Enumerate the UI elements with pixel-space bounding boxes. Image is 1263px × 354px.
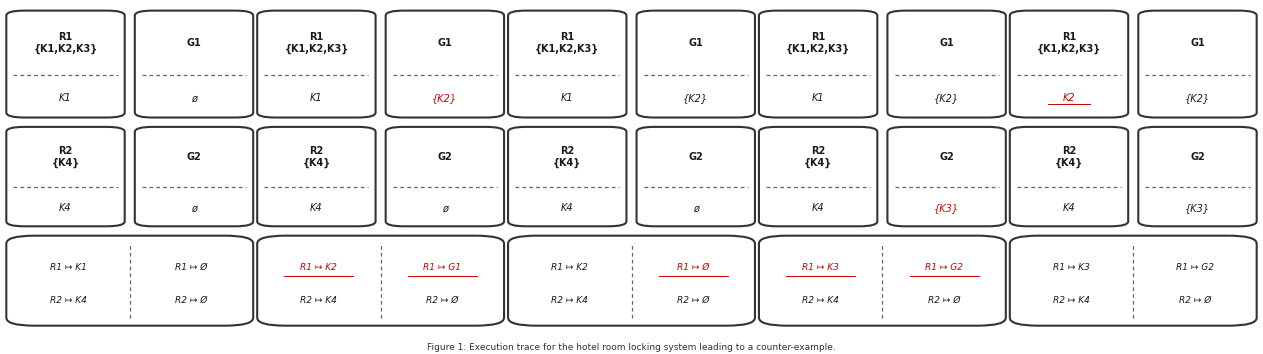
FancyBboxPatch shape: [888, 127, 1005, 226]
Text: K4: K4: [59, 204, 72, 213]
Text: ø: ø: [191, 204, 197, 213]
FancyBboxPatch shape: [1010, 236, 1257, 326]
Text: R2 ↦ K4: R2 ↦ K4: [1053, 296, 1090, 305]
FancyBboxPatch shape: [1138, 11, 1257, 118]
Text: G2: G2: [437, 152, 452, 162]
Text: R2
{K4}: R2 {K4}: [302, 146, 331, 168]
Text: G2: G2: [688, 152, 703, 162]
Text: G2: G2: [940, 152, 954, 162]
Text: R1 ↦ K3: R1 ↦ K3: [1053, 263, 1090, 272]
FancyBboxPatch shape: [135, 11, 253, 118]
Text: K4: K4: [812, 204, 825, 213]
FancyBboxPatch shape: [258, 236, 504, 326]
Text: {K2}: {K2}: [683, 93, 709, 103]
Text: R1 ↦ G2: R1 ↦ G2: [1176, 263, 1214, 272]
Text: G1: G1: [187, 38, 201, 48]
FancyBboxPatch shape: [888, 11, 1005, 118]
Text: R1
{K1,K2,K3}: R1 {K1,K2,K3}: [1037, 32, 1101, 53]
FancyBboxPatch shape: [385, 127, 504, 226]
Text: {K3}: {K3}: [1185, 204, 1210, 213]
Text: R1 ↦ Ø: R1 ↦ Ø: [176, 263, 207, 272]
FancyBboxPatch shape: [6, 127, 125, 226]
FancyBboxPatch shape: [258, 127, 375, 226]
FancyBboxPatch shape: [759, 11, 878, 118]
Text: R2 ↦ K4: R2 ↦ K4: [552, 296, 589, 305]
Text: {K2}: {K2}: [432, 93, 457, 103]
Text: R2 ↦ Ø: R2 ↦ Ø: [426, 296, 458, 305]
Text: ø: ø: [692, 204, 698, 213]
Text: R2 ↦ Ø: R2 ↦ Ø: [928, 296, 960, 305]
Text: G2: G2: [1190, 152, 1205, 162]
FancyBboxPatch shape: [6, 236, 253, 326]
Text: K4: K4: [561, 204, 573, 213]
Text: ø: ø: [442, 204, 448, 213]
Text: K4: K4: [1062, 204, 1075, 213]
Text: R2 ↦ Ø: R2 ↦ Ø: [176, 296, 207, 305]
FancyBboxPatch shape: [637, 127, 755, 226]
Text: G1: G1: [1190, 38, 1205, 48]
FancyBboxPatch shape: [508, 11, 626, 118]
Text: G1: G1: [437, 38, 452, 48]
Text: K1: K1: [561, 93, 573, 103]
FancyBboxPatch shape: [1010, 127, 1128, 226]
Text: G1: G1: [940, 38, 954, 48]
Text: {K2}: {K2}: [935, 93, 959, 103]
FancyBboxPatch shape: [385, 11, 504, 118]
Text: R2
{K4}: R2 {K4}: [52, 146, 80, 168]
FancyBboxPatch shape: [6, 11, 125, 118]
Text: R2 ↦ Ø: R2 ↦ Ø: [1178, 296, 1211, 305]
Text: R1 ↦ G2: R1 ↦ G2: [925, 263, 964, 272]
Text: {K2}: {K2}: [1185, 93, 1210, 103]
Text: K2: K2: [1062, 93, 1075, 103]
Text: R1 ↦ K2: R1 ↦ K2: [301, 263, 337, 272]
Text: R2
{K4}: R2 {K4}: [805, 146, 832, 168]
Text: R1 ↦ K3: R1 ↦ K3: [802, 263, 839, 272]
FancyBboxPatch shape: [135, 127, 253, 226]
Text: R2 ↦ Ø: R2 ↦ Ø: [677, 296, 710, 305]
FancyBboxPatch shape: [1138, 127, 1257, 226]
Text: R1 ↦ K2: R1 ↦ K2: [552, 263, 589, 272]
Text: Figure 1: Execution trace for the hotel room locking system leading to a counter: Figure 1: Execution trace for the hotel …: [427, 343, 836, 352]
Text: R2
{K4}: R2 {K4}: [553, 146, 581, 168]
Text: R2 ↦ K4: R2 ↦ K4: [802, 296, 839, 305]
Text: {K3}: {K3}: [935, 204, 959, 213]
Text: K1: K1: [812, 93, 825, 103]
FancyBboxPatch shape: [508, 127, 626, 226]
FancyBboxPatch shape: [759, 127, 878, 226]
Text: R1
{K1,K2,K3}: R1 {K1,K2,K3}: [33, 32, 97, 53]
FancyBboxPatch shape: [258, 11, 375, 118]
Text: G2: G2: [187, 152, 201, 162]
FancyBboxPatch shape: [637, 11, 755, 118]
FancyBboxPatch shape: [759, 236, 1005, 326]
Text: K1: K1: [59, 93, 72, 103]
Text: G1: G1: [688, 38, 703, 48]
FancyBboxPatch shape: [1010, 11, 1128, 118]
Text: R1 ↦ G1: R1 ↦ G1: [423, 263, 461, 272]
Text: R1 ↦ Ø: R1 ↦ Ø: [677, 263, 710, 272]
Text: ø: ø: [191, 93, 197, 103]
Text: R2 ↦ K4: R2 ↦ K4: [49, 296, 86, 305]
Text: R1
{K1,K2,K3}: R1 {K1,K2,K3}: [536, 32, 600, 53]
Text: K1: K1: [311, 93, 322, 103]
Text: R1
{K1,K2,K3}: R1 {K1,K2,K3}: [786, 32, 850, 53]
Text: R2 ↦ K4: R2 ↦ K4: [301, 296, 337, 305]
Text: R1 ↦ K1: R1 ↦ K1: [49, 263, 86, 272]
Text: K4: K4: [311, 204, 322, 213]
Text: R2
{K4}: R2 {K4}: [1055, 146, 1084, 168]
FancyBboxPatch shape: [508, 236, 755, 326]
Text: R1
{K1,K2,K3}: R1 {K1,K2,K3}: [284, 32, 349, 53]
